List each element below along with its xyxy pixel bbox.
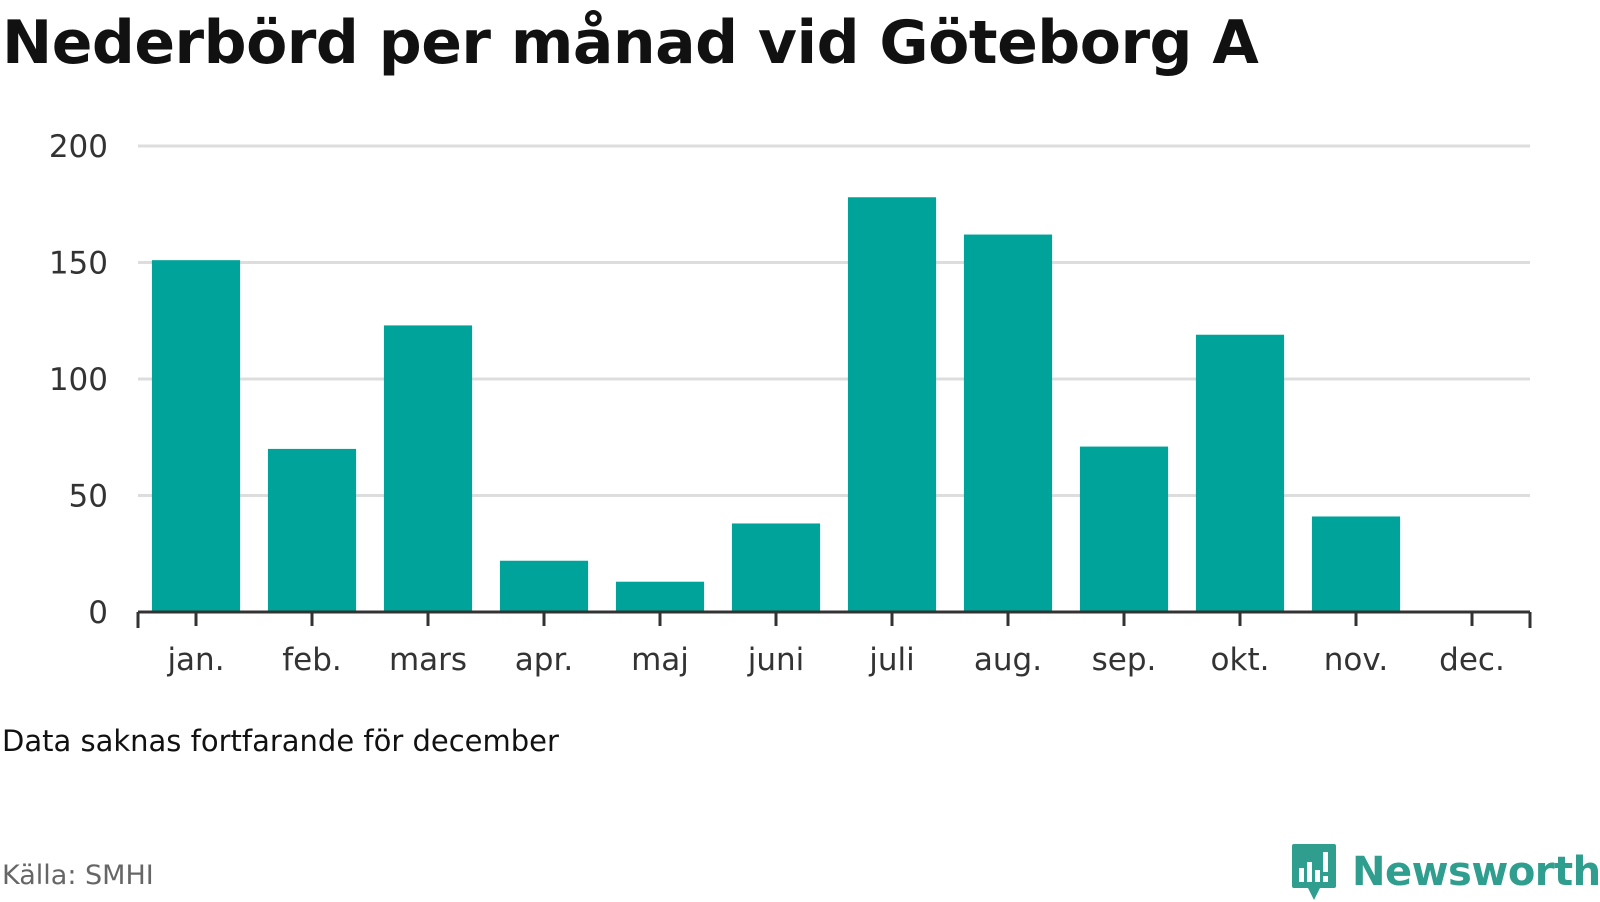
x-axis-ticks: jan. feb. mars apr. maj juni juli aug. sep. okt. n… — [166, 642, 1504, 678]
bar — [1311, 516, 1401, 612]
brand-logo: Newsworthy — [1290, 842, 1600, 902]
x-tick-label: juni — [747, 642, 805, 678]
x-tick-label: okt. — [1211, 642, 1270, 678]
bar — [499, 560, 589, 612]
bar — [1079, 446, 1169, 612]
y-axis-ticks: 0 50 100 150 200 — [49, 129, 108, 631]
bar — [963, 234, 1053, 613]
x-tick-label: maj — [631, 642, 689, 678]
bar — [151, 260, 241, 612]
data-note: Data saknas fortfarande för december — [2, 724, 559, 758]
grid-lines — [138, 144, 1530, 497]
x-tick-label: juli — [868, 642, 915, 678]
x-tick-label: jan. — [166, 642, 224, 678]
bar — [1195, 334, 1285, 612]
bar — [615, 581, 705, 612]
x-tick-label: apr. — [515, 642, 573, 678]
bar-chart: 0 50 100 150 200 jan. feb. mars apr. maj juni juli… — [49, 129, 1532, 678]
y-tick-label: 50 — [69, 479, 108, 515]
bar — [383, 325, 473, 612]
brand-name: Newsworthy — [1352, 849, 1600, 895]
bars — [151, 197, 1401, 613]
newsworthy-chart-icon — [1292, 844, 1336, 900]
bar — [267, 448, 357, 612]
x-tick-label: feb. — [282, 642, 342, 678]
source-label: Källa: SMHI — [2, 860, 154, 891]
chart-title: Nederbörd per månad vid Göteborg A — [2, 8, 1259, 78]
x-tick-label: mars — [389, 642, 467, 678]
y-tick-label: 100 — [49, 362, 108, 398]
y-tick-label: 0 — [88, 595, 108, 631]
y-tick-label: 200 — [49, 129, 108, 165]
x-tick-label: sep. — [1092, 642, 1157, 678]
bar — [847, 197, 937, 612]
y-tick-label: 150 — [49, 246, 108, 282]
x-tick-label: aug. — [974, 642, 1042, 678]
x-axis — [136, 610, 1532, 628]
bar — [731, 523, 821, 612]
x-tick-label: nov. — [1324, 642, 1388, 678]
x-tick-label: dec. — [1439, 642, 1505, 678]
